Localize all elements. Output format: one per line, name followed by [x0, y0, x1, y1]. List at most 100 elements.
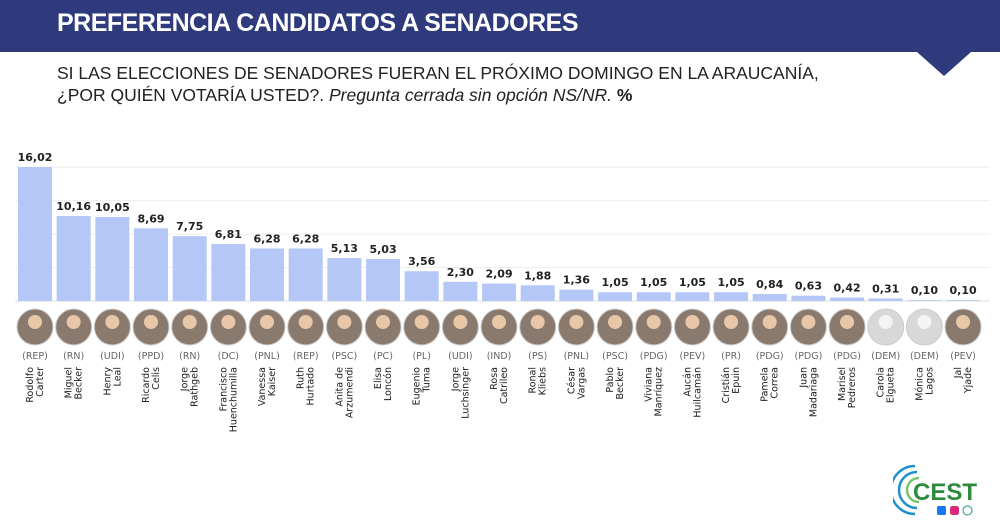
candidate-photo [16, 308, 54, 346]
party-label: (REP) [293, 351, 319, 362]
candidate-first-name: Ronal [528, 367, 539, 393]
party-label: (PSC) [602, 351, 628, 362]
candidate-first-name: Pablo [605, 367, 616, 393]
candidate-photo [248, 308, 286, 346]
chart-subtitle: SI LAS ELECCIONES DE SENADORES FUERAN EL… [57, 62, 917, 106]
candidate-first-name: Pamela [760, 367, 771, 402]
data-label: 0,84 [756, 278, 783, 291]
bar [211, 244, 246, 301]
party-label: (PDG) [833, 351, 861, 362]
bar [598, 292, 633, 301]
party-label: (DEM) [910, 351, 939, 362]
candidate-last-name: Loncón [383, 367, 394, 401]
data-label: 0,10 [911, 284, 938, 297]
candidate-last-name: Elgueta [886, 367, 897, 403]
data-label: 8,69 [137, 212, 164, 225]
data-label: 3,56 [408, 255, 435, 268]
candidate-photo [519, 308, 557, 346]
party-label: (DEM) [871, 351, 900, 362]
candidate-photo [209, 308, 247, 346]
candidate-first-name: Mónica [914, 367, 925, 401]
data-label: 2,09 [485, 268, 512, 281]
candidate-photo [325, 308, 363, 346]
candidate-last-name: Huenchumilla [228, 367, 239, 432]
candidate-last-name: Arzumendi [344, 367, 355, 418]
candidate-first-name: Jal [953, 367, 964, 379]
candidate-last-name: Manríquez [654, 367, 665, 416]
candidate-first-name: Juan [798, 367, 809, 389]
candidate-last-name: Madariaga [808, 367, 819, 417]
candidate-photo [55, 308, 93, 346]
candidate-first-name: Jorge [450, 367, 461, 392]
data-label: 0,42 [833, 281, 860, 294]
candidate-first-name: Rodolfo [25, 367, 36, 403]
candidate-last-name: Kaiser [267, 367, 278, 396]
bar [946, 300, 981, 301]
candidate-last-name: Lagos [924, 367, 935, 395]
party-label: (DC) [218, 351, 239, 362]
candidate-last-name: Vargas [576, 367, 587, 399]
candidate-last-name: Yjade [963, 367, 974, 394]
candidate-last-name: Becker [615, 367, 626, 400]
candidate-photo [596, 308, 634, 346]
candidate-first-name: Anita de [334, 367, 345, 407]
subtitle-line1: SI LAS ELECCIONES DE SENADORES FUERAN EL… [57, 63, 819, 83]
candidate-first-name: Viviana [644, 367, 655, 402]
candidate-last-name: Catrileo [499, 367, 510, 404]
candidate-last-name: Rathgeb [190, 367, 201, 407]
bar [18, 167, 52, 301]
candidate-first-name: Henry [102, 367, 113, 396]
bar [95, 216, 130, 301]
candidate-photo [403, 308, 441, 346]
candidate-photo [712, 308, 750, 346]
party-label: (PDG) [640, 351, 668, 362]
candidate-first-name: Ruth [296, 367, 307, 389]
candidate-first-name: Eugenio [412, 367, 423, 406]
candidate-first-name: Aucán [682, 367, 693, 397]
bar [907, 300, 942, 301]
data-label: 10,16 [56, 200, 91, 213]
candidate-last-name: Hurtado [306, 367, 317, 406]
party-label: (PPD) [138, 351, 164, 362]
candidate-last-name: Luchsinger [460, 367, 471, 419]
bar [134, 228, 169, 301]
data-label: 10,05 [95, 201, 130, 214]
candidate-photo [480, 308, 518, 346]
party-label: (REP) [22, 351, 48, 362]
bar [443, 281, 478, 301]
data-label: 0,10 [950, 284, 977, 297]
candidate-first-name: César [566, 367, 577, 394]
data-label: 2,30 [447, 266, 474, 279]
bar [172, 236, 207, 301]
bar [636, 292, 671, 301]
data-label: 6,28 [253, 232, 280, 245]
bar [791, 295, 826, 301]
data-label: 1,05 [601, 276, 628, 289]
party-label: (RN) [179, 351, 200, 362]
party-label: (UDI) [448, 351, 472, 362]
bar [868, 298, 903, 301]
candidate-photo [635, 308, 673, 346]
candidate-first-name: Ricardo [141, 367, 152, 403]
subtitle-note: Pregunta cerrada sin opción NS/NR. [328, 85, 613, 105]
data-label: 1,36 [563, 274, 590, 287]
header-arrow [917, 52, 971, 76]
candidate-first-name: Cristián [721, 367, 732, 403]
candidate-photo [751, 308, 789, 346]
data-label: 5,13 [331, 242, 358, 255]
party-label: (PDG) [794, 351, 822, 362]
header-bar: PREFERENCIA CANDIDATOS A SENADORES [0, 0, 1000, 52]
candidate-photo [828, 308, 866, 346]
candidate-last-name: Celis [151, 367, 162, 390]
bar [288, 248, 323, 301]
bar [404, 271, 439, 301]
party-label: (UDI) [100, 351, 124, 362]
data-label: 1,05 [640, 276, 667, 289]
party-label: (PSC) [331, 351, 357, 362]
party-label: (PNL) [254, 351, 280, 362]
data-label: 16,02 [18, 151, 53, 164]
party-label: (PEV) [950, 351, 976, 362]
bar [327, 258, 362, 301]
candidate-first-name: Francisco [218, 367, 229, 412]
